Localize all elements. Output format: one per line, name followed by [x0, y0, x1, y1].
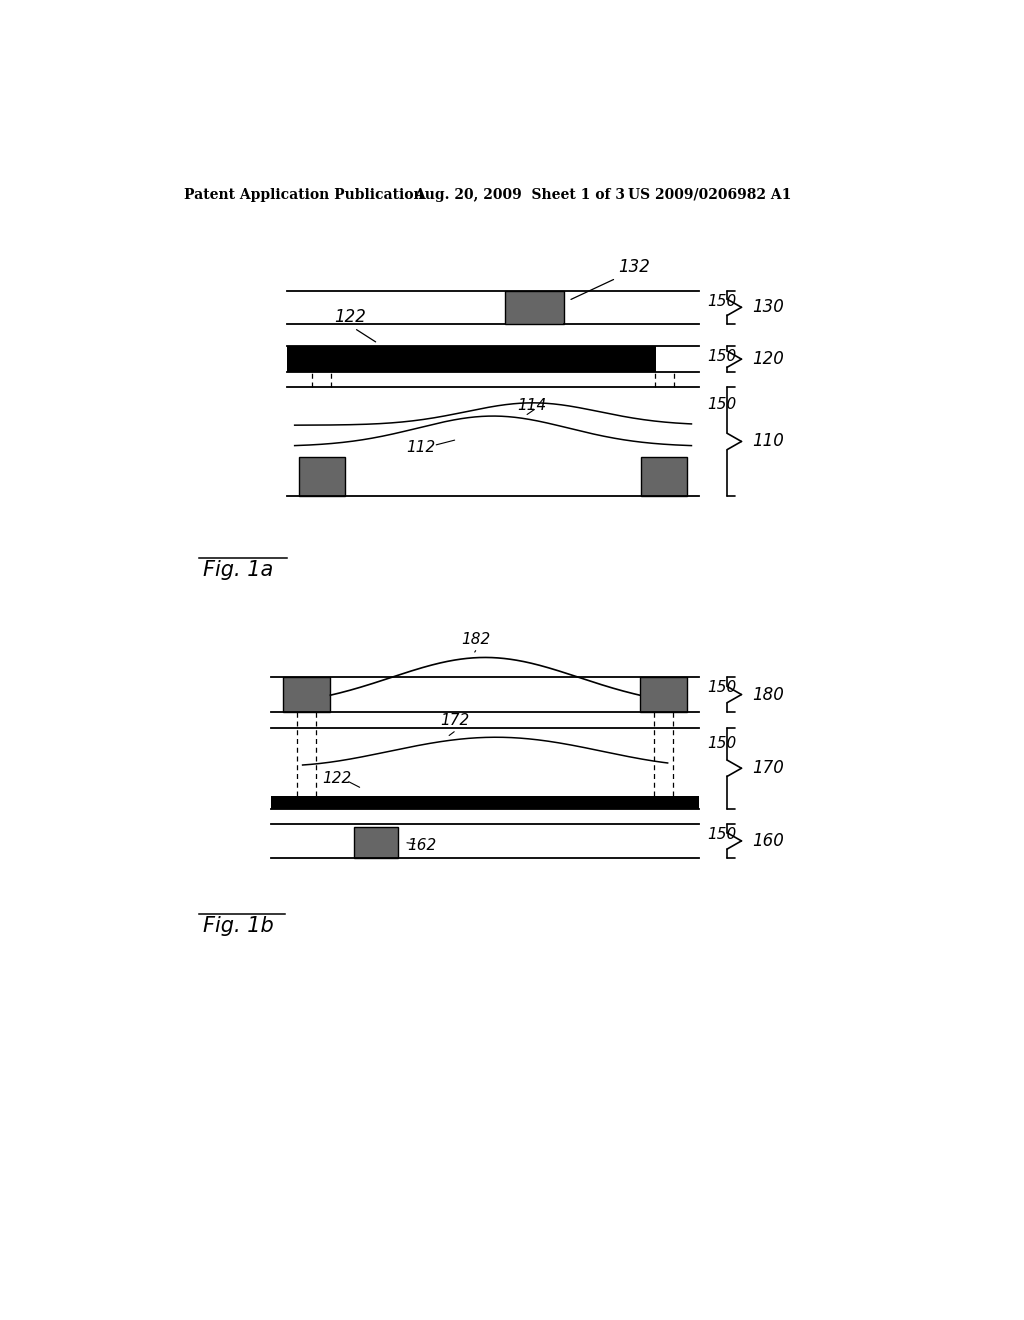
Text: 130: 130 — [753, 298, 784, 317]
Text: 150: 150 — [708, 350, 736, 364]
Bar — [354, 828, 397, 858]
Text: 122: 122 — [334, 308, 367, 326]
Text: 150: 150 — [708, 828, 736, 842]
Bar — [505, 290, 564, 325]
Text: 110: 110 — [753, 433, 784, 450]
Bar — [640, 677, 687, 713]
Text: 112: 112 — [406, 440, 435, 455]
Text: 172: 172 — [440, 713, 470, 729]
Text: 150: 150 — [708, 293, 736, 309]
Text: 150: 150 — [708, 680, 736, 694]
Text: 160: 160 — [753, 832, 784, 850]
Text: Fig. 1b: Fig. 1b — [204, 916, 274, 936]
Text: 162: 162 — [408, 838, 436, 853]
Bar — [287, 346, 655, 372]
Text: 132: 132 — [618, 259, 650, 276]
Text: Patent Application Publication: Patent Application Publication — [183, 187, 423, 202]
Bar — [299, 457, 345, 496]
Text: 150: 150 — [708, 397, 736, 412]
Text: 122: 122 — [323, 771, 351, 785]
Text: 170: 170 — [753, 759, 784, 777]
Text: 182: 182 — [461, 632, 490, 647]
Text: Fig. 1a: Fig. 1a — [204, 560, 273, 579]
Bar — [283, 677, 331, 713]
Text: US 2009/0206982 A1: US 2009/0206982 A1 — [628, 187, 792, 202]
Bar — [270, 796, 699, 809]
Text: 114: 114 — [517, 399, 546, 413]
Text: 120: 120 — [753, 350, 784, 368]
Bar — [641, 457, 687, 496]
Text: 150: 150 — [708, 735, 736, 751]
Text: Aug. 20, 2009  Sheet 1 of 3: Aug. 20, 2009 Sheet 1 of 3 — [414, 187, 625, 202]
Text: 180: 180 — [753, 685, 784, 704]
